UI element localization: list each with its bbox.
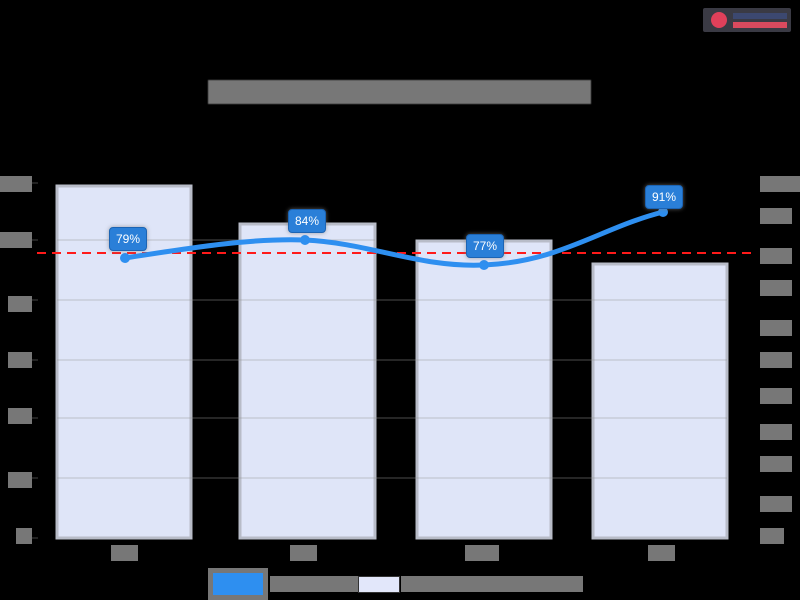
right-axis-label xyxy=(760,352,792,368)
legend-line-label: [line series] xyxy=(270,576,358,592)
logo-wordmark-bottom xyxy=(733,22,787,28)
left-axis-label xyxy=(8,472,32,488)
point-2 xyxy=(300,235,310,245)
right-axis-label xyxy=(760,248,792,264)
chart-legend: [line series] [bar series] xyxy=(208,568,583,600)
legend-line-swatch xyxy=(208,568,268,600)
left-axis-label xyxy=(0,232,32,248)
right-axis-label xyxy=(760,424,792,440)
line-points xyxy=(120,207,668,270)
chart-title: [redacted title] xyxy=(208,80,591,104)
legend-bar-label: [bar series] xyxy=(401,576,583,592)
logo-wordmark-top xyxy=(733,13,787,19)
right-axis-label xyxy=(760,320,792,336)
right-axis-label xyxy=(760,208,792,224)
right-axis-label xyxy=(760,528,784,544)
data-label-1: 79% xyxy=(109,227,148,251)
point-4 xyxy=(658,207,668,217)
x-axis-label-3: [cat3] xyxy=(465,545,499,561)
left-axis-label xyxy=(0,176,32,192)
right-axis-label xyxy=(760,176,800,192)
data-label-2: 84% xyxy=(288,209,327,233)
data-label-3: 77% xyxy=(466,234,505,258)
left-axis-label xyxy=(8,352,32,368)
data-label-4: 91% xyxy=(645,185,684,209)
bar-2 xyxy=(238,222,377,540)
line-series xyxy=(122,209,666,268)
left-axis-label xyxy=(8,408,32,424)
point-3 xyxy=(479,260,489,270)
left-axis xyxy=(32,182,38,539)
right-axis-label xyxy=(760,388,792,404)
x-axis-label-4: [cat4] xyxy=(648,545,675,561)
bar-4 xyxy=(591,262,729,540)
bar-series xyxy=(55,184,729,540)
right-axis-label xyxy=(760,456,792,472)
left-axis-label xyxy=(8,296,32,312)
left-axis-label xyxy=(16,528,32,544)
right-axis-label xyxy=(760,280,792,296)
bar-3 xyxy=(415,239,553,540)
brand-logo xyxy=(703,8,791,32)
logo-mark-icon xyxy=(711,12,727,28)
x-axis-label-1: [cat1] xyxy=(111,545,138,561)
legend-bar-swatch xyxy=(358,576,400,593)
right-axis-label xyxy=(760,496,792,512)
point-1 xyxy=(120,253,130,263)
x-axis-label-2: [cat2] xyxy=(290,545,317,561)
